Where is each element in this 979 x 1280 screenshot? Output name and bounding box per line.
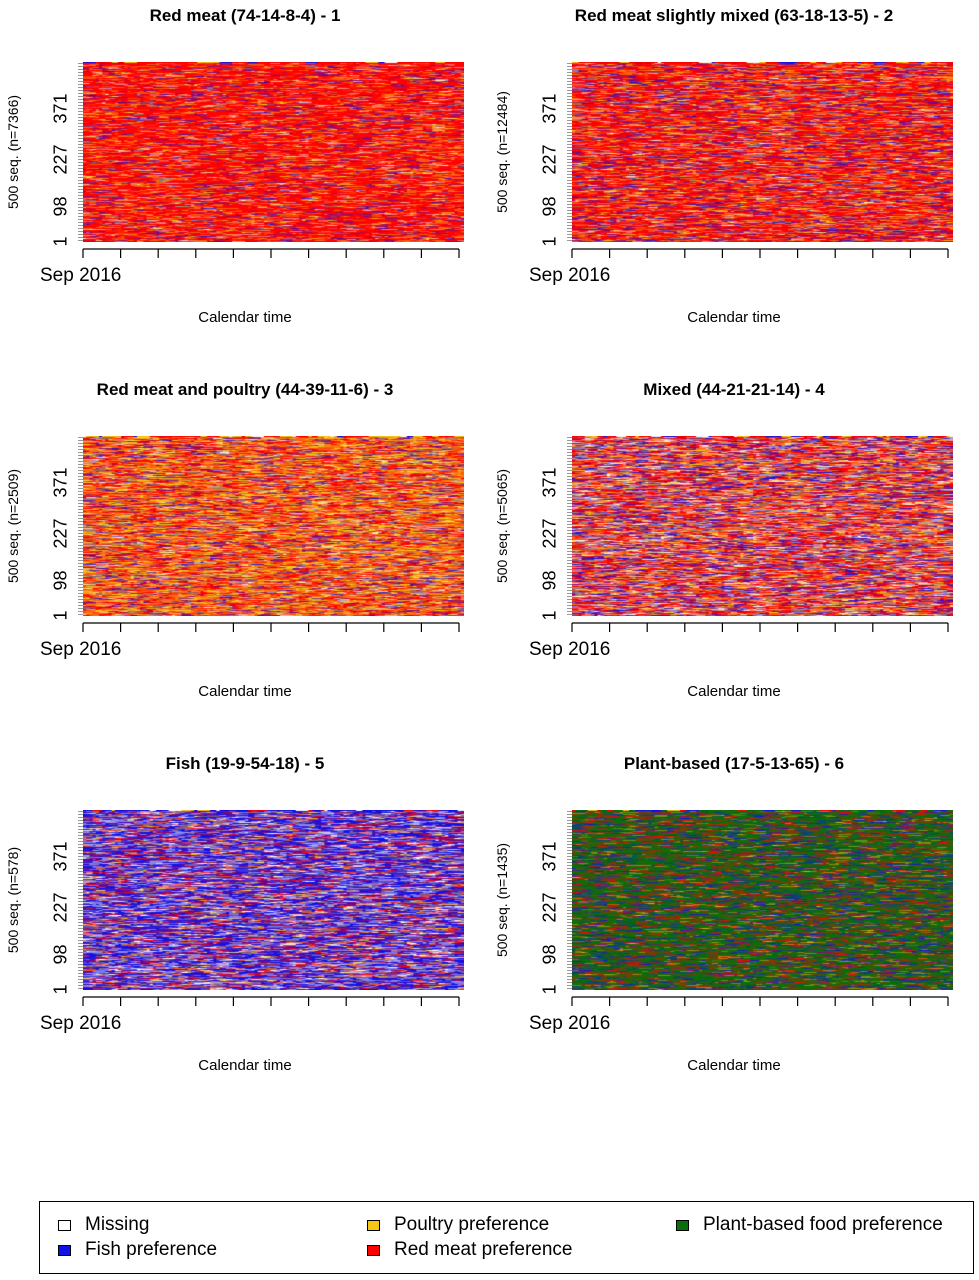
legend-swatch-missing	[58, 1219, 71, 1231]
y-tick-label: 371	[50, 93, 71, 124]
chart-panel-2: Red meat slightly mixed (63-18-13-5) - 2…	[489, 0, 979, 374]
legend-swatch-fish	[58, 1244, 71, 1256]
x-axis-label: Calendar time	[687, 683, 781, 700]
y-tick-label: 98	[539, 196, 560, 217]
y-tick-label: 371	[50, 841, 71, 872]
y-tick-label: 371	[50, 467, 71, 498]
legend-item-fish: Fish preference	[58, 1239, 217, 1261]
sequence-heatmap	[83, 436, 464, 616]
x-axis-label: Calendar time	[198, 683, 292, 700]
y-tick-label: 227	[539, 144, 560, 175]
legend-label-poultry: Poultry preference	[394, 1214, 550, 1235]
x-first-label: Sep 2016	[529, 639, 611, 660]
sequence-heatmap	[83, 62, 464, 242]
chart-axes	[78, 811, 460, 1006]
legend-label-plant-based: Plant-based food preference	[703, 1214, 943, 1235]
chart-axes	[567, 811, 949, 1006]
legend-swatch-poultry	[367, 1219, 380, 1231]
x-axis-label: Calendar time	[687, 309, 781, 326]
y-tick-label: 1	[539, 236, 560, 247]
x-first-label: Sep 2016	[40, 639, 122, 660]
y-tick-label: 98	[50, 196, 71, 217]
legend: Missing Poultry preference Plant-based f…	[39, 1201, 974, 1274]
chart-title: Fish (19-9-54-18) - 5	[165, 754, 325, 773]
chart-title: Red meat and poultry (44-39-11-6) - 3	[96, 380, 394, 399]
chart-panel-4: Mixed (44-21-21-14) - 4 500 seq. (n=5065)…	[489, 374, 979, 748]
legend-item-missing: Missing	[58, 1214, 149, 1236]
x-first-label: Sep 2016	[529, 265, 611, 286]
y-tick-label: 227	[50, 892, 71, 923]
y-tick-label: 1	[539, 984, 560, 995]
y-tick-label: 1	[50, 984, 71, 995]
chart-axes	[567, 63, 949, 258]
y-tick-label: 98	[50, 944, 71, 965]
x-axis-label: Calendar time	[687, 1057, 781, 1074]
legend-label-missing: Missing	[85, 1214, 150, 1235]
chart-panel-5: Fish (19-9-54-18) - 5 500 seq. (n=578) 1 98…	[0, 748, 490, 1122]
sequence-heatmap	[572, 810, 953, 990]
chart-panel-6: Plant-based (17-5-13-65) - 6 500 seq. (n=…	[489, 748, 979, 1122]
legend-item-poultry: Poultry preference	[367, 1214, 549, 1236]
chart-panel-3: Red meat and poultry (44-39-11-6) - 3 500…	[0, 374, 490, 748]
legend-item-red-meat: Red meat preference	[367, 1239, 573, 1261]
x-first-label: Sep 2016	[40, 265, 122, 286]
y-tick-label: 1	[50, 610, 71, 621]
x-axis-label: Calendar time	[198, 309, 292, 326]
legend-item-plant-based: Plant-based food preference	[676, 1214, 943, 1236]
chart-title: Red meat slightly mixed (63-18-13-5) - 2	[574, 6, 894, 25]
chart-axes	[78, 63, 460, 258]
legend-swatch-plant-based	[676, 1219, 689, 1231]
y-tick-label: 98	[539, 944, 560, 965]
chart-title: Mixed (44-21-21-14) - 4	[643, 380, 825, 399]
y-tick-label: 371	[539, 93, 560, 124]
x-first-label: Sep 2016	[40, 1013, 122, 1034]
x-axis-label: Calendar time	[198, 1057, 292, 1074]
y-tick-label: 98	[50, 570, 71, 591]
y-tick-label: 1	[539, 610, 560, 621]
y-tick-label: 227	[539, 892, 560, 923]
x-first-label: Sep 2016	[529, 1013, 611, 1034]
legend-label-red-meat: Red meat preference	[394, 1239, 573, 1260]
y-tick-label: 98	[539, 570, 560, 591]
y-tick-label: 371	[539, 841, 560, 872]
chart-axes	[567, 437, 949, 632]
sequence-heatmap	[572, 436, 953, 616]
chart-axes	[78, 437, 460, 632]
chart-title: Red meat (74-14-8-4) - 1	[149, 6, 341, 25]
sequence-heatmap	[572, 62, 953, 242]
legend-label-fish: Fish preference	[85, 1239, 218, 1260]
y-tick-label: 1	[50, 236, 71, 247]
y-tick-label: 227	[50, 518, 71, 549]
sequence-heatmap	[83, 810, 464, 990]
y-tick-label: 371	[539, 467, 560, 498]
y-tick-label: 227	[50, 144, 71, 175]
chart-title: Plant-based (17-5-13-65) - 6	[623, 754, 845, 773]
chart-panel-1: Red meat (74-14-8-4) - 1 500 seq. (n=7366…	[0, 0, 490, 374]
y-tick-label: 227	[539, 518, 560, 549]
legend-swatch-red-meat	[367, 1244, 380, 1256]
